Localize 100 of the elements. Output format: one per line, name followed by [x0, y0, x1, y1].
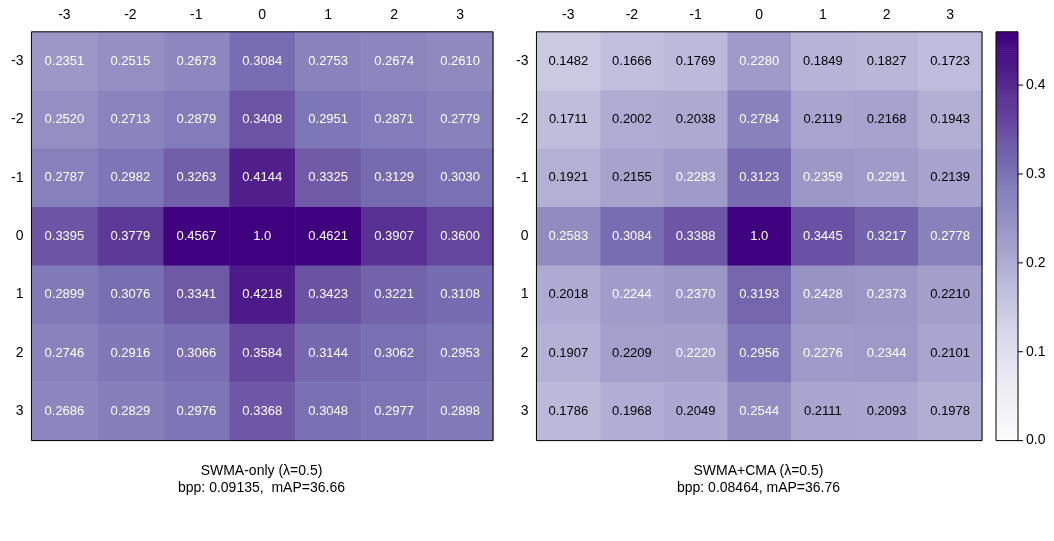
- x-tick-label: -2: [124, 6, 137, 23]
- data-label: 0.2244: [612, 286, 652, 302]
- data-label: 0.3076: [110, 286, 151, 302]
- color-bar-label: 0.2: [1026, 253, 1046, 270]
- data-label: 0.2787: [44, 169, 85, 185]
- data-label: 0.2956: [739, 344, 780, 360]
- data-label: 0.2976: [176, 402, 217, 418]
- data-label: 0.3144: [308, 344, 349, 360]
- data-label: 0.2093: [866, 402, 907, 418]
- data-label: 0.1849: [802, 52, 843, 68]
- data-label: 0.2520: [44, 110, 85, 126]
- data-label: 0.2155: [612, 169, 652, 185]
- y-tick-label: 2: [520, 343, 529, 360]
- data-label: 0.3445: [802, 227, 843, 243]
- data-label: 0.3030: [440, 169, 480, 185]
- data-label: 0.3325: [308, 169, 349, 185]
- data-label: 0.2829: [110, 402, 151, 418]
- data-label: 0.4621: [308, 227, 349, 243]
- data-label: 0.2168: [866, 110, 907, 126]
- data-label: 0.2778: [930, 227, 971, 243]
- data-label: 0.2101: [930, 344, 971, 360]
- data-label: 0.2344: [866, 344, 907, 360]
- x-tick-label: -1: [689, 6, 703, 23]
- y-tick-label: 2: [15, 343, 24, 360]
- y-tick-label: -1: [11, 168, 24, 185]
- x-tick-label: -2: [625, 6, 639, 23]
- data-label: 0.3123: [739, 169, 780, 185]
- data-label: 0.2951: [308, 110, 349, 126]
- color-bar-label: 0.0: [1026, 431, 1046, 448]
- data-label: 0.3907: [374, 227, 414, 243]
- data-label: 0.3217: [866, 227, 907, 243]
- x-tick-label: -3: [58, 6, 71, 23]
- data-label: 0.2291: [866, 169, 907, 185]
- data-label: 0.1769: [675, 52, 716, 68]
- data-label: 0.4567: [176, 227, 217, 243]
- data-label: 0.2610: [440, 52, 480, 68]
- data-label: 0.2673: [176, 52, 217, 68]
- x-tick-label: 2: [390, 6, 399, 23]
- data-label: 0.2283: [675, 169, 716, 185]
- data-label: 0.4218: [242, 286, 283, 302]
- data-label: 0.3048: [308, 402, 349, 418]
- text: SWMA+CMA (λ=0.5): [692, 462, 825, 479]
- data-label: 0.3600: [440, 227, 480, 243]
- data-label: 1.0: [750, 227, 769, 243]
- data-label: 0.2351: [44, 52, 85, 68]
- data-label: 0.3423: [308, 286, 349, 302]
- x-tick-label: -1: [190, 6, 203, 23]
- data-label: 0.2686: [44, 402, 85, 418]
- data-label: 0.1943: [930, 110, 971, 126]
- data-label: 0.2111: [803, 402, 842, 418]
- text: bpp: 0.09135, mAP=36.66: [177, 479, 346, 496]
- y-tick-label: 3: [15, 402, 24, 419]
- data-label: 0.2280: [739, 52, 780, 68]
- y-tick-label: 0: [520, 227, 529, 244]
- data-label: 0.1978: [930, 402, 971, 418]
- data-label: 0.2583: [548, 227, 589, 243]
- y-tick-label: -3: [11, 51, 24, 68]
- x-tick-label: 3: [946, 6, 955, 23]
- data-label: 0.2713: [110, 110, 151, 126]
- x-tick-label: 2: [882, 6, 891, 23]
- data-label: 0.2784: [739, 110, 780, 126]
- data-label: 0.2038: [675, 110, 716, 126]
- data-label: 0.2119: [803, 110, 843, 126]
- data-label: 0.2899: [44, 286, 85, 302]
- y-tick-label: 3: [520, 402, 529, 419]
- color-bar-label: 0.3: [1026, 164, 1046, 181]
- x-tick-label: 0: [258, 6, 267, 23]
- y-tick-label: 1: [520, 285, 529, 302]
- data-label: 0.2209: [612, 344, 652, 360]
- data-label: 0.1921: [548, 169, 589, 185]
- data-label: 0.1723: [930, 52, 971, 68]
- data-label: 0.2359: [802, 169, 843, 185]
- data-label: 0.2370: [675, 286, 716, 302]
- data-label: 0.1907: [548, 344, 589, 360]
- data-label: 0.2746: [44, 344, 85, 360]
- data-label: 0.3779: [110, 227, 151, 243]
- data-label: 0.2515: [110, 52, 151, 68]
- color-bar-label: 0.4: [1026, 75, 1046, 92]
- data-label: 0.2916: [110, 344, 151, 360]
- data-label: 0.3221: [374, 286, 414, 302]
- y-tick-label: -1: [516, 168, 529, 185]
- x-tick-label: 0: [755, 6, 764, 23]
- data-label: 0.3129: [374, 169, 414, 185]
- data-label: 0.3066: [176, 344, 217, 360]
- data-label: 0.3084: [612, 227, 652, 243]
- data-label: 0.2871: [374, 110, 414, 126]
- data-label: 0.2018: [548, 286, 589, 302]
- y-tick-label: -2: [11, 110, 24, 127]
- data-label: 0.1711: [548, 110, 588, 126]
- data-label: 0.2977: [374, 402, 414, 418]
- data-label: 0.2210: [930, 286, 971, 302]
- data-label: 0.2898: [440, 402, 480, 418]
- data-label: 1.0: [253, 227, 272, 243]
- data-label: 0.3395: [44, 227, 85, 243]
- data-label: 0.2220: [675, 344, 716, 360]
- data-label: 0.1482: [548, 52, 589, 68]
- text: SWMA-only (λ=0.5): [199, 462, 324, 479]
- data-label: 0.2879: [176, 110, 217, 126]
- y-tick-label: 0: [15, 227, 24, 244]
- data-label: 0.2428: [802, 286, 843, 302]
